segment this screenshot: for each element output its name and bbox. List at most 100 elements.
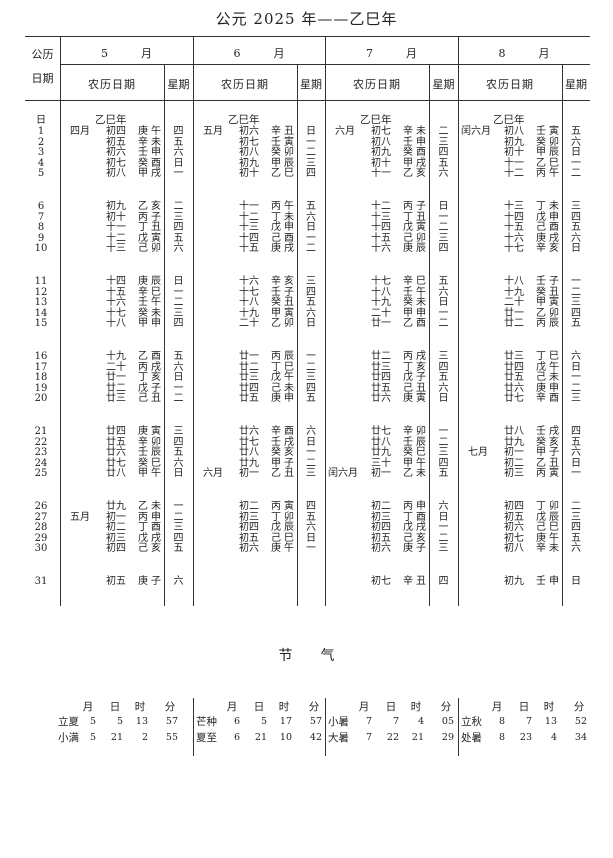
solar-term-divider (458, 698, 459, 756)
lunar-year-label: 乙巳年 (228, 114, 260, 126)
ganzhi-day: 丙申 (138, 511, 164, 523)
ganzhi-day: 戊午 (536, 361, 562, 373)
lunar-day: 初六 (239, 126, 259, 137)
lunar-day: 初三 (106, 532, 126, 544)
ganzhi-day: 庚子 (138, 576, 164, 587)
ganzhi-day: 乙卯 (536, 307, 562, 319)
lunar-day: 廿一 (239, 351, 259, 362)
ganzhi-day: 乙亥 (138, 201, 164, 212)
lunar-day: 初三 (504, 468, 524, 479)
lunar-day: 廿二 (504, 318, 524, 329)
weekday: 三 (306, 157, 316, 169)
weekday: 三 (438, 351, 449, 362)
lunar-day: 十六 (504, 232, 524, 244)
lunar-day: 初五 (504, 511, 524, 523)
solar-term-column-header: 分 (164, 701, 176, 713)
lunar-day: 廿八 (504, 426, 524, 437)
solar-day-number: 30 (34, 543, 48, 554)
lunar-day: 廿一 (371, 318, 391, 329)
lunar-day: 初三 (239, 511, 259, 523)
lunar-day: 廿一 (106, 372, 126, 383)
ganzhi-day: 丙申 (403, 501, 429, 512)
solar-term-hour: 4 (550, 732, 557, 743)
solar-term-name: 夏至 (196, 732, 217, 744)
solar-day-number: 19 (34, 382, 48, 394)
weekday-col-divider (562, 64, 563, 606)
lunar-day: 初八 (371, 136, 391, 148)
lunar-day: 廿八 (106, 468, 126, 479)
solar-term-minute: 29 (441, 732, 454, 743)
lunar-day: 十五 (239, 243, 259, 254)
solar-day-number: 20 (34, 393, 48, 404)
lunar-day: 十六 (239, 276, 259, 287)
lunar-day: 二十 (504, 297, 524, 308)
solar-term-day: 22 (386, 732, 399, 743)
ganzhi-day: 丙辰 (271, 351, 297, 362)
lunar-day: 初四 (371, 522, 391, 533)
weekday: 五 (306, 201, 316, 212)
ganzhi-day: 庚午 (271, 543, 297, 554)
ganzhi-day: 丁丑 (403, 211, 429, 223)
weekday: 五 (173, 543, 184, 554)
ganzhi-day: 乙巳 (536, 157, 562, 169)
ganzhi-day: 己亥 (138, 543, 164, 554)
ganzhi-day: 壬戌 (271, 436, 297, 448)
lunar-day: 初四 (106, 126, 126, 137)
solar-day-number: 14 (34, 307, 48, 319)
weekday: 五 (306, 393, 316, 404)
ganzhi-day: 乙未 (403, 468, 429, 479)
weekday: 五 (306, 297, 316, 308)
weekday: 五 (571, 436, 581, 448)
weekday: 四 (438, 243, 449, 254)
lunar-day: 十八 (106, 318, 126, 329)
solar-day-number: 6 (37, 201, 45, 212)
weekday: 一 (306, 543, 316, 554)
ganzhi-day: 壬寅 (536, 126, 562, 137)
ganzhi-day: 辛酉 (536, 393, 562, 404)
ganzhi-day: 丁亥 (403, 361, 429, 373)
ganzhi-day: 乙卯 (271, 318, 297, 329)
lunar-day: 十三 (106, 243, 126, 254)
solar-term-minute: 57 (165, 716, 178, 727)
solar-term-hour: 2 (141, 732, 148, 743)
ganzhi-day: 癸酉 (403, 147, 429, 158)
weekday: 四 (438, 576, 449, 587)
weekday: 五 (173, 351, 184, 362)
ganzhi-day: 丁卯 (271, 511, 297, 523)
solar-day-number: 7 (37, 211, 45, 223)
ganzhi-day: 甲申 (138, 318, 164, 329)
month-block-divider (193, 36, 194, 606)
lunar-day: 十二 (504, 168, 524, 179)
lunar-day: 廿四 (504, 361, 524, 373)
ganzhi-day: 丙辰 (536, 318, 562, 329)
weekday: 三 (173, 211, 184, 223)
weekday: 二 (571, 286, 581, 298)
lunar-day: 廿五 (239, 393, 259, 404)
lunar-day: 初七 (106, 157, 126, 169)
ganzhi-day: 丁酉 (403, 511, 429, 523)
weekday: 四 (173, 436, 184, 448)
lunar-date-header: 农历日期 (221, 78, 269, 91)
ganzhi-day: 甲子 (536, 447, 562, 458)
ganzhi-day: 壬寅 (271, 136, 297, 148)
ganzhi-day: 癸亥 (271, 447, 297, 458)
weekday-header: 星期 (565, 78, 587, 91)
solar-term-name: 芒种 (196, 716, 217, 728)
weekday: 二 (571, 501, 581, 512)
weekday: 日 (438, 511, 449, 523)
lunar-month-label: 七月 (468, 447, 488, 458)
solar-term-column-header: 时 (543, 701, 555, 713)
lunar-day: 初八 (106, 168, 126, 179)
ganzhi-day: 甲午 (403, 457, 429, 469)
weekday: 六 (571, 447, 581, 458)
ganzhi-day: 壬申 (138, 147, 164, 158)
solar-term-hour: 17 (279, 716, 292, 727)
ganzhi-day: 丁未 (536, 201, 562, 212)
weekday: 五 (306, 511, 316, 523)
ganzhi-day: 戊辰 (536, 511, 562, 523)
solar-day-number: 16 (34, 351, 48, 362)
ganzhi-day: 己巳 (536, 522, 562, 533)
solar-term-month: 8 (498, 732, 505, 743)
lunar-day: 十一 (106, 222, 126, 233)
ganzhi-day: 庚午 (138, 126, 164, 137)
